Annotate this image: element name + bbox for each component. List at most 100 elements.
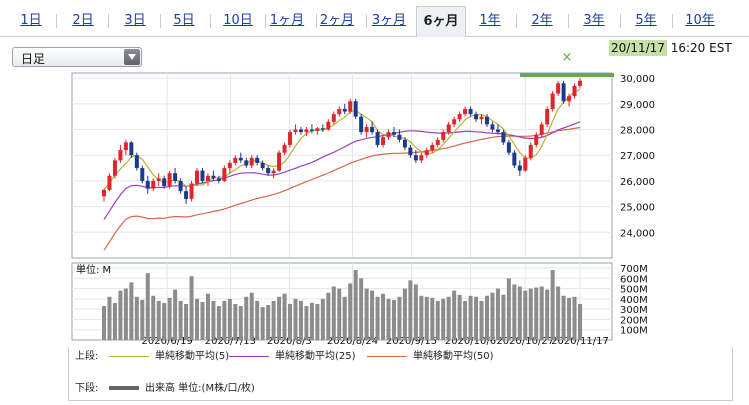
candle-up xyxy=(463,108,468,115)
volume-bar xyxy=(364,288,369,340)
volume-bar xyxy=(539,286,544,340)
legend-ma25-swatch xyxy=(229,355,269,357)
tab-period-6[interactable]: 1ヶ月 xyxy=(269,13,305,28)
tab-period-4[interactable]: 5日 xyxy=(173,13,195,28)
volume-bar xyxy=(162,302,167,340)
candle-down xyxy=(216,178,221,181)
volume-bar xyxy=(271,300,276,340)
tab-period-5[interactable]: 10日 xyxy=(223,13,253,28)
candle-up xyxy=(331,114,336,122)
volume-bar xyxy=(550,270,555,340)
volume-bar xyxy=(463,300,468,340)
candle-up xyxy=(386,132,391,138)
x-tick-label: 2020/11/17 xyxy=(551,336,609,347)
volume-bar xyxy=(391,299,396,340)
ma50-line xyxy=(103,126,581,251)
tab-separator xyxy=(672,14,673,28)
volume-bar xyxy=(413,284,418,340)
tab-period-12[interactable]: 3年 xyxy=(583,13,605,28)
x-axis: 2020/6/19 2020/7/13 2020/8/3 2020/8/24 2020/… xyxy=(142,336,609,347)
candle-up xyxy=(550,93,555,109)
chart-legend: 上段: 単純移動平均(5) 単純移動平均(25) 単純移動平均(50) 下段: … xyxy=(68,347,733,401)
tab-separator xyxy=(620,14,621,28)
candle-down xyxy=(495,129,500,133)
candle-down xyxy=(468,108,473,115)
candle-up xyxy=(315,128,320,131)
volume-bar xyxy=(348,283,353,340)
volume-tick-label: 500M xyxy=(620,285,648,296)
tab-period-11[interactable]: 2年 xyxy=(531,13,553,28)
volume-bar xyxy=(572,296,577,340)
candle-down xyxy=(162,178,167,187)
legend-lower-label: 下段: xyxy=(75,383,99,394)
candle-up xyxy=(233,157,238,163)
volume-bar xyxy=(435,300,440,340)
close-icon[interactable]: × xyxy=(562,50,573,65)
candle-down xyxy=(342,108,347,112)
volume-bar xyxy=(195,298,200,340)
ma5-line xyxy=(103,88,581,191)
volume-bar xyxy=(129,282,134,340)
tab-separator xyxy=(108,14,109,28)
x-tick-label: 2020/8/24 xyxy=(327,336,378,347)
candle-up xyxy=(567,96,572,102)
candle-down xyxy=(173,173,178,181)
volume-bar xyxy=(567,297,572,340)
candle-down xyxy=(238,157,243,161)
timestamp-time: 16:20 EST xyxy=(670,41,732,55)
volume-bar xyxy=(266,305,271,340)
volume-bar xyxy=(249,292,254,340)
volume-bar xyxy=(205,293,210,340)
candle-up xyxy=(288,132,293,145)
candle-down xyxy=(298,129,303,133)
candle-up xyxy=(102,189,106,197)
volume-bar xyxy=(200,301,205,340)
volume-tick-label: 200M xyxy=(620,315,648,326)
volume-bar xyxy=(102,306,106,340)
legend-ma5-swatch xyxy=(109,355,149,357)
candle-up xyxy=(205,175,210,181)
candle-down xyxy=(134,155,139,169)
volume-bar xyxy=(457,294,462,340)
volume-bar xyxy=(528,288,533,340)
volume-bar xyxy=(468,295,473,340)
volume-bar xyxy=(506,278,511,340)
volume-bar xyxy=(326,292,331,340)
volume-bar xyxy=(370,290,375,340)
volume-bar xyxy=(452,290,457,340)
tab-period-2[interactable]: 2日 xyxy=(72,13,94,28)
tab-period-1[interactable]: 1日 xyxy=(20,13,42,28)
volume-bar xyxy=(534,287,539,340)
tab-period-8[interactable]: 3ヶ月 xyxy=(371,13,407,28)
candle-up xyxy=(441,132,446,140)
tab-period-9[interactable]: 6ヶ月 xyxy=(416,6,466,37)
tab-period-14[interactable]: 10年 xyxy=(685,13,715,28)
volume-bar xyxy=(238,306,243,340)
volume-bar xyxy=(277,296,282,340)
dropdown-arrow-icon[interactable] xyxy=(124,49,140,65)
candle-up xyxy=(452,119,457,125)
period-select[interactable]: 日足 xyxy=(12,47,142,67)
tab-period-7[interactable]: 2ヶ月 xyxy=(319,13,355,28)
volume-bar xyxy=(441,298,446,340)
tab-period-3[interactable]: 3日 xyxy=(124,13,146,28)
volume-bar xyxy=(342,296,347,340)
tab-separator xyxy=(316,14,317,28)
volume-tick-label: 400M xyxy=(620,295,648,306)
volume-bar xyxy=(304,306,309,340)
volume-bar xyxy=(140,299,145,340)
candle-up xyxy=(534,134,539,145)
tab-period-10[interactable]: 1年 xyxy=(479,13,501,28)
price-tick-label: 24,000 xyxy=(620,228,655,239)
volume-bar xyxy=(430,297,435,340)
candle-up xyxy=(446,124,451,133)
volume-bar xyxy=(112,302,117,340)
candle-up xyxy=(222,168,227,181)
x-tick-label: 2020/10/6 xyxy=(445,336,496,347)
candle-down xyxy=(408,147,413,156)
tab-period-13[interactable]: 5年 xyxy=(635,13,657,28)
candle-up xyxy=(107,175,112,190)
volume-bar xyxy=(282,293,287,340)
volume-bar xyxy=(227,298,232,340)
